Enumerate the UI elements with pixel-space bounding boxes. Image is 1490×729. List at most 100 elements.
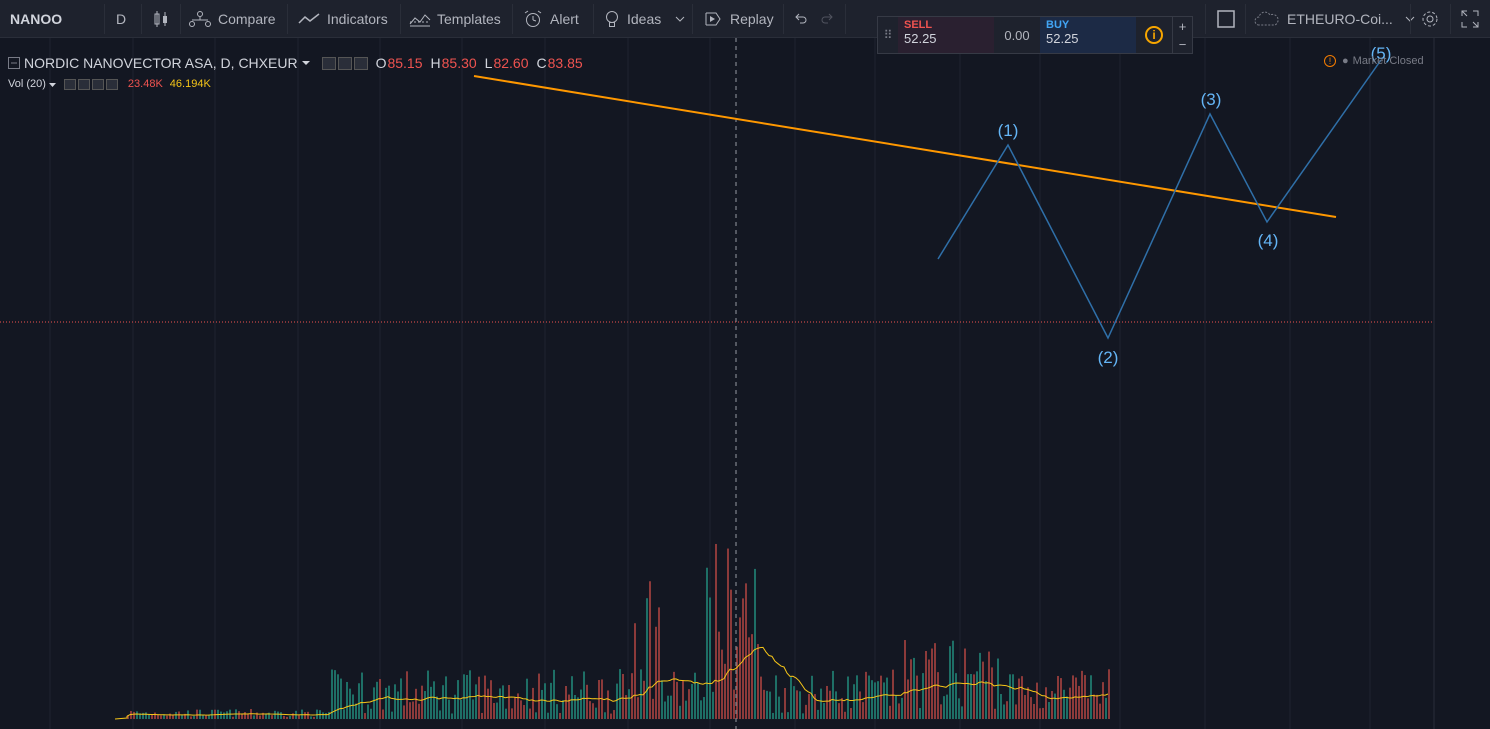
info-button[interactable]: i [1136, 17, 1172, 53]
interval-button[interactable]: D [116, 0, 126, 38]
quantity-plus-button[interactable]: + [1172, 17, 1192, 35]
caret-down-icon[interactable] [48, 81, 56, 88]
undo-icon [795, 13, 807, 24]
caret-down-icon[interactable] [301, 59, 310, 67]
volume-bar [532, 687, 534, 719]
price-axis [1434, 38, 1490, 729]
volume-bar [439, 710, 441, 719]
cloud-icon [1254, 11, 1279, 26]
symbol-title[interactable]: NORDIC NANOVECTOR ASA, D, CHXEUR [24, 55, 298, 71]
volume-bar [1009, 674, 1011, 719]
volume-bar [232, 716, 234, 719]
volume-bar [418, 703, 420, 719]
volume-bar [1063, 689, 1065, 719]
volume-bar [661, 680, 663, 719]
volume-bar [853, 684, 855, 719]
volume-bar [859, 691, 861, 719]
volume-bar [1066, 696, 1068, 719]
volume-bar [253, 715, 255, 719]
quantity-minus-button[interactable]: − [1172, 35, 1192, 53]
alert-button[interactable]: Alert [522, 0, 579, 38]
redo-button[interactable] [820, 0, 836, 38]
volume-bar [817, 709, 819, 719]
eye-icon[interactable] [63, 78, 76, 90]
volume-bar [475, 684, 477, 719]
volume-bar [562, 700, 564, 719]
fullscreen-box-button[interactable] [1217, 0, 1235, 38]
volume-bar [1078, 685, 1080, 719]
settings-button[interactable] [1420, 0, 1440, 38]
volume-bar [751, 634, 753, 719]
chart-style-button[interactable] [152, 0, 170, 38]
volume-value: 23.48K [127, 78, 163, 90]
volume-bar [448, 699, 450, 719]
volume-bar [721, 649, 723, 719]
volume-bar [490, 680, 492, 719]
volume-bar [577, 697, 579, 719]
volume-bar [961, 706, 963, 719]
volume-bar [1048, 702, 1050, 719]
alert-label: Alert [550, 11, 579, 27]
redo-icon [821, 13, 833, 24]
compare-button[interactable]: Compare [188, 0, 276, 38]
volume-bar [487, 688, 489, 719]
watchlist-symbol-label: ETHEURO-Coi... [1287, 11, 1393, 27]
volume-bar [622, 673, 624, 719]
volume-bar [1081, 670, 1083, 719]
volume-bar [697, 682, 699, 719]
chevron-down-icon [675, 16, 685, 22]
open-label: O [375, 55, 387, 71]
volume-bar [304, 712, 306, 719]
fullscreen-button[interactable] [1461, 0, 1479, 38]
volume-bar [442, 685, 444, 719]
templates-button[interactable]: Templates [409, 0, 501, 38]
volume-bar [757, 644, 759, 719]
volume-bar [196, 709, 198, 719]
volume-bar [169, 713, 171, 719]
replay-button[interactable]: Replay [702, 0, 774, 38]
more-icon[interactable] [353, 56, 368, 70]
volume-bar [583, 671, 585, 719]
buy-price: 52.25 [1046, 31, 1079, 46]
volume-bar [388, 685, 390, 719]
volume-bar [649, 581, 651, 719]
drag-handle-icon[interactable]: ⠿ [883, 28, 893, 42]
ideas-button[interactable]: Ideas [603, 0, 685, 38]
volume-bar [298, 715, 300, 719]
watchlist-symbol-button[interactable]: ETHEURO-Coi... [1253, 0, 1415, 38]
collapse-legend-icon[interactable] [8, 57, 20, 69]
volume-bar [511, 708, 513, 719]
volume-bar [844, 711, 846, 719]
undo-button[interactable] [792, 0, 808, 38]
eye-icon[interactable] [321, 56, 336, 70]
buy-button[interactable]: BUY 52.25 [1040, 17, 1136, 53]
volume-bar [292, 713, 294, 719]
interval-label: D [116, 11, 127, 27]
volume-bar [586, 684, 588, 719]
sell-button[interactable]: SELL 52.25 [898, 17, 994, 53]
indicators-button[interactable]: Indicators [297, 0, 388, 38]
volume-bar [148, 714, 150, 719]
volume-bar [682, 680, 684, 719]
volume-bar [907, 679, 909, 719]
volume-bar [628, 689, 630, 719]
more-icon[interactable] [105, 78, 118, 90]
symbol-search-button[interactable]: NANOO [10, 0, 62, 38]
close-value: 83.85 [547, 55, 583, 71]
volume-bar [283, 715, 285, 719]
volume-bar [1075, 677, 1077, 719]
settings-icon[interactable] [77, 78, 90, 90]
settings-icon[interactable] [337, 56, 352, 70]
close-icon[interactable] [91, 78, 104, 90]
volume-bar [850, 708, 852, 719]
volume-bar [412, 701, 414, 719]
volume-title[interactable]: Vol (20) [8, 78, 46, 90]
volume-bar [373, 687, 375, 719]
volume-bar [937, 672, 939, 719]
volume-bar [1057, 675, 1059, 719]
volume-bar [574, 694, 576, 719]
volume-bar [286, 716, 288, 719]
volume-bar [310, 716, 312, 719]
volume-bar [994, 708, 996, 719]
